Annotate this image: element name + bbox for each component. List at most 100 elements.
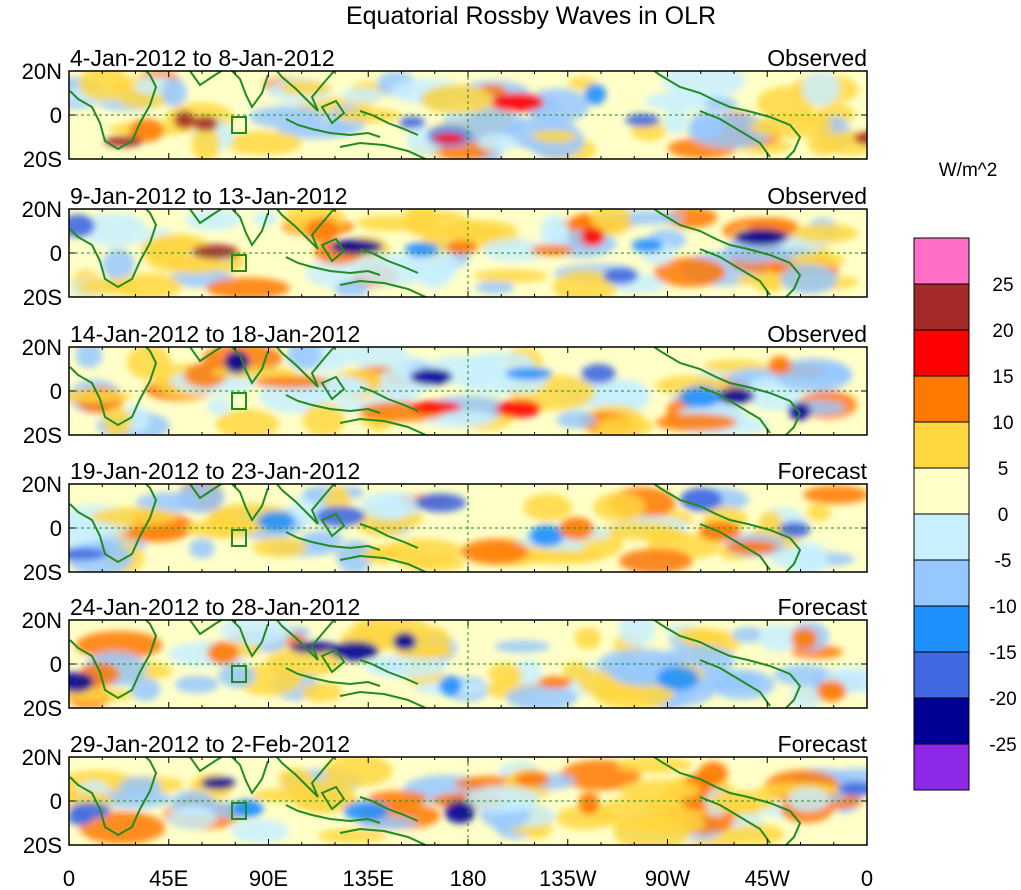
panel: 20N 0 20S 14-Jan-2012 to 18-Jan-2012 Observe… [22, 321, 868, 448]
colorbar-label: 20 [992, 321, 1013, 342]
olr-core [415, 493, 467, 513]
olr-anomaly [803, 485, 867, 505]
olr-anomaly [252, 211, 277, 227]
coastline [320, 99, 346, 125]
olr-anomaly [129, 677, 161, 702]
olr-core [257, 511, 295, 532]
olr-core [200, 776, 236, 790]
olr-core [224, 350, 250, 374]
coastline [339, 417, 429, 435]
olr-core [392, 632, 417, 651]
y-axis-label: 0 [50, 652, 62, 677]
olr-anomaly [552, 269, 619, 297]
panel: 20N 0 20S 24-Jan-2012 to 28-Jan-2012 Forecas… [22, 594, 868, 721]
panel: 20N 0 20S 19-Jan-2012 to 23-Jan-2012 Forecas… [22, 458, 868, 585]
colorbar-swatch [913, 421, 970, 469]
y-axis-label: 20S [23, 696, 62, 721]
olr-core [631, 238, 664, 253]
colorbar-label: -15 [989, 643, 1016, 664]
olr-core [495, 399, 542, 418]
olr-core [192, 115, 219, 132]
coastline [359, 796, 419, 822]
colorbar-swatch [913, 605, 970, 653]
olr-anomaly [356, 215, 430, 232]
y-axis-label: 0 [50, 103, 62, 128]
olr-field [69, 484, 867, 572]
panel-status: Forecast [778, 731, 868, 757]
olr-anomaly [619, 779, 701, 802]
olr-core [444, 800, 476, 824]
olr-anomaly [79, 811, 166, 845]
region-box [231, 665, 247, 683]
olr-anomaly [317, 828, 388, 843]
olr-core [505, 367, 553, 380]
coastline [699, 110, 771, 158]
olr-anomaly [402, 249, 460, 282]
colorbar-swatch [913, 743, 970, 791]
olr-core [491, 92, 545, 113]
coastlines [69, 209, 802, 297]
olr-anomaly [556, 410, 596, 429]
y-axis-label: 20N [22, 745, 62, 770]
coastline [285, 256, 381, 276]
olr-core [559, 517, 594, 541]
colorbar-swatch [913, 283, 970, 331]
olr-anomaly [494, 640, 551, 653]
olr-core [680, 487, 723, 512]
olr-anomaly [596, 416, 654, 435]
olr-anomaly [780, 264, 838, 295]
olr-core [656, 666, 700, 691]
olr-anomaly [224, 130, 303, 155]
olr-anomaly [801, 71, 840, 106]
colorbar-swatch [913, 697, 970, 745]
olr-core [343, 801, 390, 822]
olr-anomaly [506, 684, 578, 708]
panel-dates: 24-Jan-2012 to 28-Jan-2012 [70, 594, 360, 620]
x-axis: 0 45E 90E 135E 180 135W 90W 45W 0 [63, 866, 873, 890]
olr-anomaly [350, 347, 408, 373]
olr-anomaly [301, 682, 343, 703]
colorbar-label: -25 [989, 735, 1016, 756]
coastline [652, 209, 802, 297]
olr-core [528, 524, 565, 547]
x-axis-label: 45E [149, 866, 188, 890]
olr-anomaly [482, 238, 546, 262]
y-axis-label: 20S [23, 833, 62, 858]
olr-core [581, 363, 616, 384]
olr-anomaly [206, 397, 232, 415]
olr-core [404, 242, 439, 257]
olr-anomaly [191, 126, 220, 159]
olr-anomaly [205, 277, 291, 297]
coastline [320, 237, 346, 263]
olr-core [431, 132, 466, 144]
olr-anomaly [399, 555, 466, 572]
olr-anomaly [758, 623, 800, 653]
colorbar-label: 15 [992, 367, 1013, 388]
coastline [285, 667, 381, 687]
olr-anomaly [555, 805, 616, 830]
olr-core [584, 83, 607, 105]
coastline [652, 620, 802, 708]
panel-dates: 14-Jan-2012 to 18-Jan-2012 [70, 321, 360, 347]
olr-anomaly [618, 548, 693, 572]
colorbar-label: 10 [992, 413, 1013, 434]
olr-anomaly [368, 790, 428, 807]
olr-anomaly [136, 492, 198, 513]
colorbar-swatch [913, 237, 970, 285]
olr-anomaly [475, 280, 515, 294]
coastline [69, 484, 158, 564]
panel-dates: 29-Jan-2012 to 2-Feb-2012 [70, 731, 350, 757]
coastline [285, 118, 381, 138]
y-axis-label: 20N [22, 197, 62, 222]
olr-anomaly [472, 269, 549, 283]
coastline [69, 71, 158, 151]
coastline [359, 523, 419, 549]
olr-field [69, 757, 867, 845]
olr-anomaly [340, 87, 384, 104]
coastline [339, 554, 429, 572]
olr-core [207, 641, 240, 665]
coastline [359, 659, 419, 685]
olr-core [438, 675, 462, 697]
x-axis-label: 180 [450, 866, 487, 890]
